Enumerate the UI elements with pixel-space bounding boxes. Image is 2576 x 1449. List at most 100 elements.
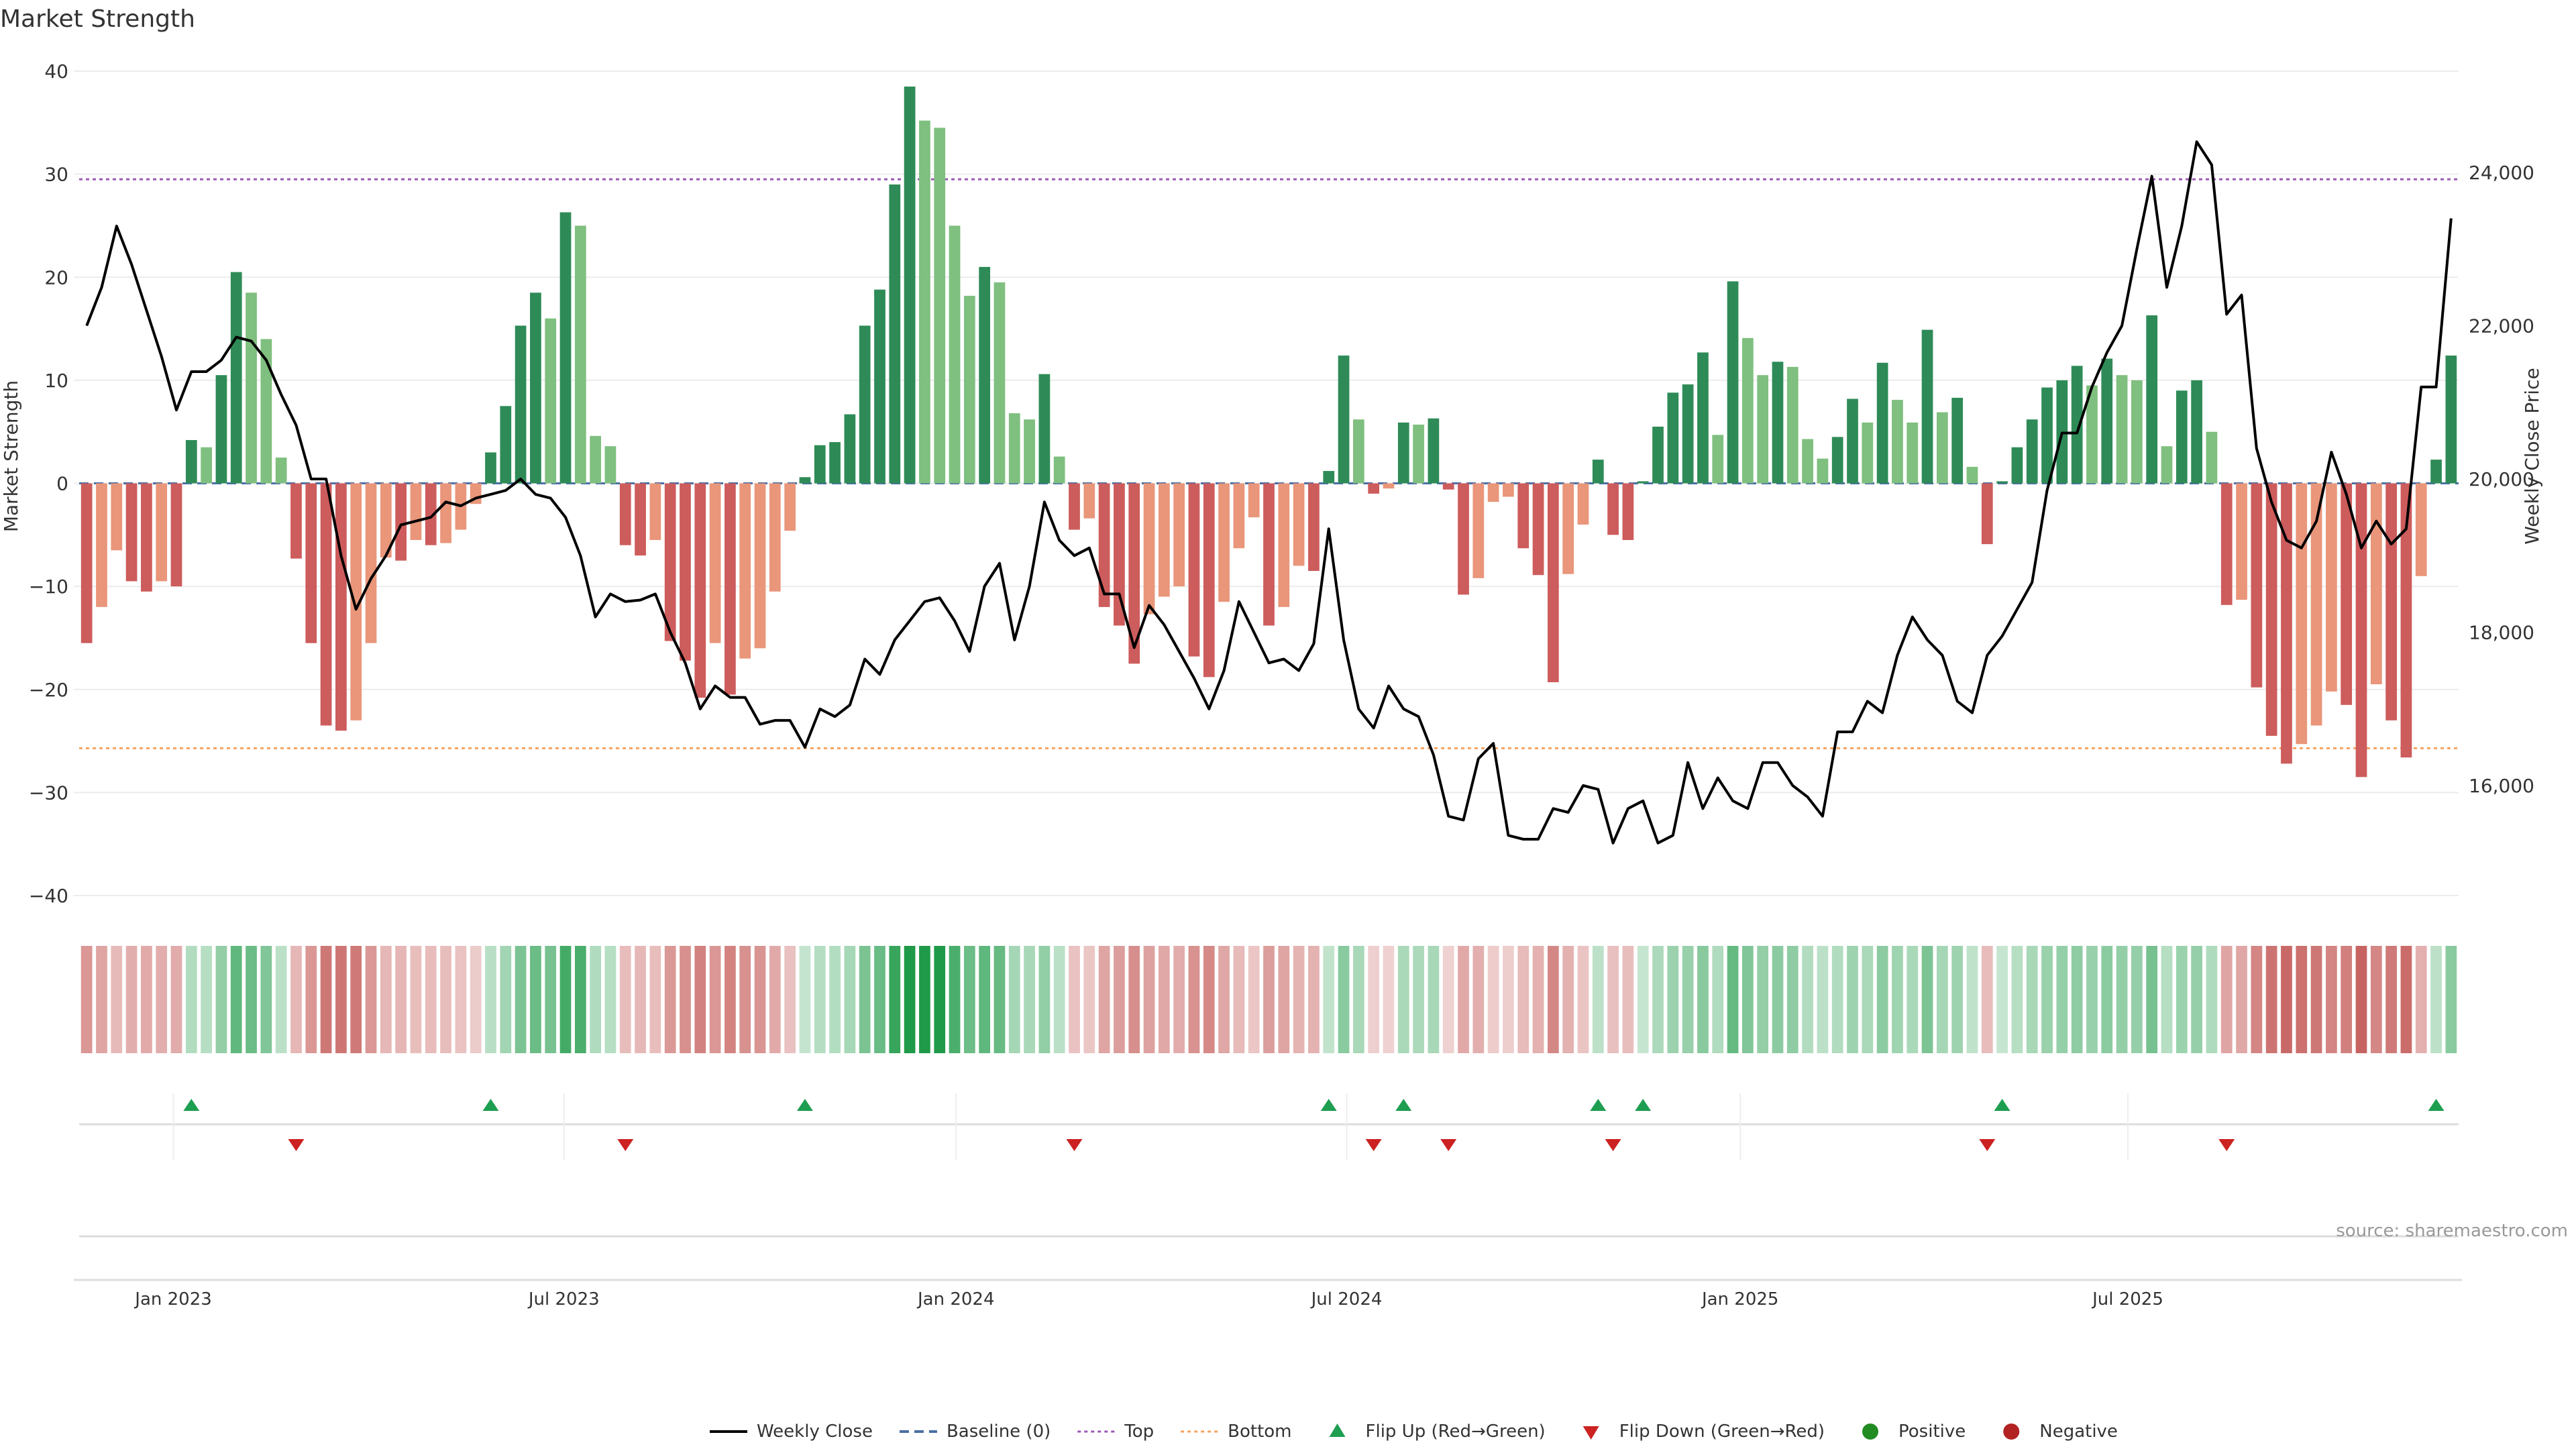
strength-bar (2415, 483, 2427, 576)
heat-cell (455, 946, 467, 1053)
strength-bar (1472, 483, 1485, 578)
strength-bar (1143, 483, 1155, 614)
x-tick-label: Jul 2023 (527, 1289, 600, 1309)
strength-bar (1442, 483, 1454, 490)
strength-bar (1503, 483, 1514, 497)
heat-cell (2011, 946, 2023, 1053)
heat-cell (201, 946, 212, 1053)
flip-down-marker (1365, 1139, 1382, 1151)
strength-bar (1024, 419, 1035, 484)
heat-cell (1158, 946, 1170, 1053)
heat-cell (2355, 946, 2367, 1053)
heat-cell (2071, 946, 2083, 1053)
strength-bar (260, 339, 272, 484)
heat-cell (1786, 946, 1799, 1053)
strength-bars (80, 87, 2457, 777)
heat-cell (949, 946, 961, 1053)
strength-bar (2445, 356, 2457, 484)
heat-cell (1024, 946, 1035, 1053)
strength-bar (395, 483, 407, 561)
strength-bar (859, 325, 871, 484)
strength-bar (2071, 366, 2083, 484)
strength-bar (111, 483, 123, 551)
strength-bar (2400, 483, 2412, 758)
y-tick-label: −20 (29, 679, 68, 701)
strength-bar (1397, 422, 1409, 484)
heat-cell (919, 946, 930, 1053)
heat-strip (80, 946, 2457, 1053)
heat-cell (799, 946, 811, 1053)
strength-bar (201, 447, 212, 484)
strength-bar (1069, 483, 1080, 530)
legend-label: Flip Down (Green→Red) (1619, 1421, 1825, 1442)
heat-cell (1667, 946, 1679, 1053)
heat-cell (784, 946, 796, 1053)
legend-label: Weekly Close (757, 1421, 873, 1442)
strength-bar (1218, 483, 1230, 602)
strength-bar (230, 272, 242, 484)
legend: Weekly Close Baseline (0) Top Bottom Flip Up… (710, 1421, 2118, 1442)
strength-bar (1352, 419, 1364, 484)
heat-cell (635, 946, 646, 1053)
heat-cell (1592, 946, 1604, 1053)
strength-bar (2176, 390, 2188, 484)
heat-cell (1428, 946, 1440, 1053)
strength-bar (799, 477, 811, 484)
strength-bar (1173, 483, 1185, 587)
heat-cell (275, 946, 287, 1053)
heat-cell (2041, 946, 2053, 1053)
strength-bar (1907, 422, 1919, 484)
strength-bar (1487, 483, 1499, 502)
heat-cell (2385, 946, 2397, 1053)
heat-cell (934, 946, 946, 1053)
strength-bar (1682, 384, 1694, 484)
heat-cell (2206, 946, 2218, 1053)
y2-tick-label: 16,000 (2469, 775, 2534, 797)
y-tick-label: 30 (44, 164, 68, 186)
heat-cell (709, 946, 721, 1053)
strength-bar (680, 483, 691, 661)
legend-label: Negative (2039, 1421, 2118, 1442)
heat-cell (1802, 946, 1813, 1053)
heat-cell (1937, 946, 1948, 1053)
strength-bar (709, 483, 721, 643)
heat-cell (1069, 946, 1080, 1053)
strength-bar (425, 483, 437, 545)
heat-cell (2326, 946, 2337, 1053)
heat-cell (2116, 946, 2128, 1053)
heat-cell (739, 946, 751, 1053)
heat-cell (889, 946, 901, 1053)
strength-bar (2281, 483, 2292, 764)
strength-bar (963, 295, 975, 484)
heat-cell (1876, 946, 1888, 1053)
x-tick-label: Jan 2024 (916, 1289, 995, 1309)
strength-bar (380, 483, 392, 558)
strength-bar (635, 483, 646, 556)
strength-bar (2326, 483, 2337, 692)
heat-cell (425, 946, 437, 1053)
heat-cell (170, 946, 182, 1053)
strength-bar (2370, 483, 2382, 685)
strength-bar (1368, 483, 1380, 494)
heat-cell (963, 946, 975, 1053)
strength-bar (545, 318, 557, 484)
strength-bar (530, 292, 541, 484)
strength-bar (934, 127, 946, 484)
strength-bar (1817, 458, 1829, 484)
strength-bar (1981, 483, 1993, 545)
strength-bar (874, 289, 885, 484)
heat-cell (559, 946, 572, 1053)
y2-tick-label: 24,000 (2469, 162, 2534, 184)
strength-bar (1741, 337, 1754, 484)
heat-cell (604, 946, 616, 1053)
strength-bar (574, 225, 586, 484)
heat-cell (994, 946, 1006, 1053)
strength-bar (1667, 392, 1679, 484)
strength-bar (2265, 483, 2277, 736)
heat-cell (125, 946, 138, 1053)
flip-up-marker (482, 1099, 499, 1111)
heat-cell (1547, 946, 1559, 1053)
y-axis-right: 16,000 18,000 20,000 22,000 24,000 (2469, 162, 2534, 797)
heat-cell (1577, 946, 1589, 1053)
heat-cell (1053, 946, 1065, 1053)
